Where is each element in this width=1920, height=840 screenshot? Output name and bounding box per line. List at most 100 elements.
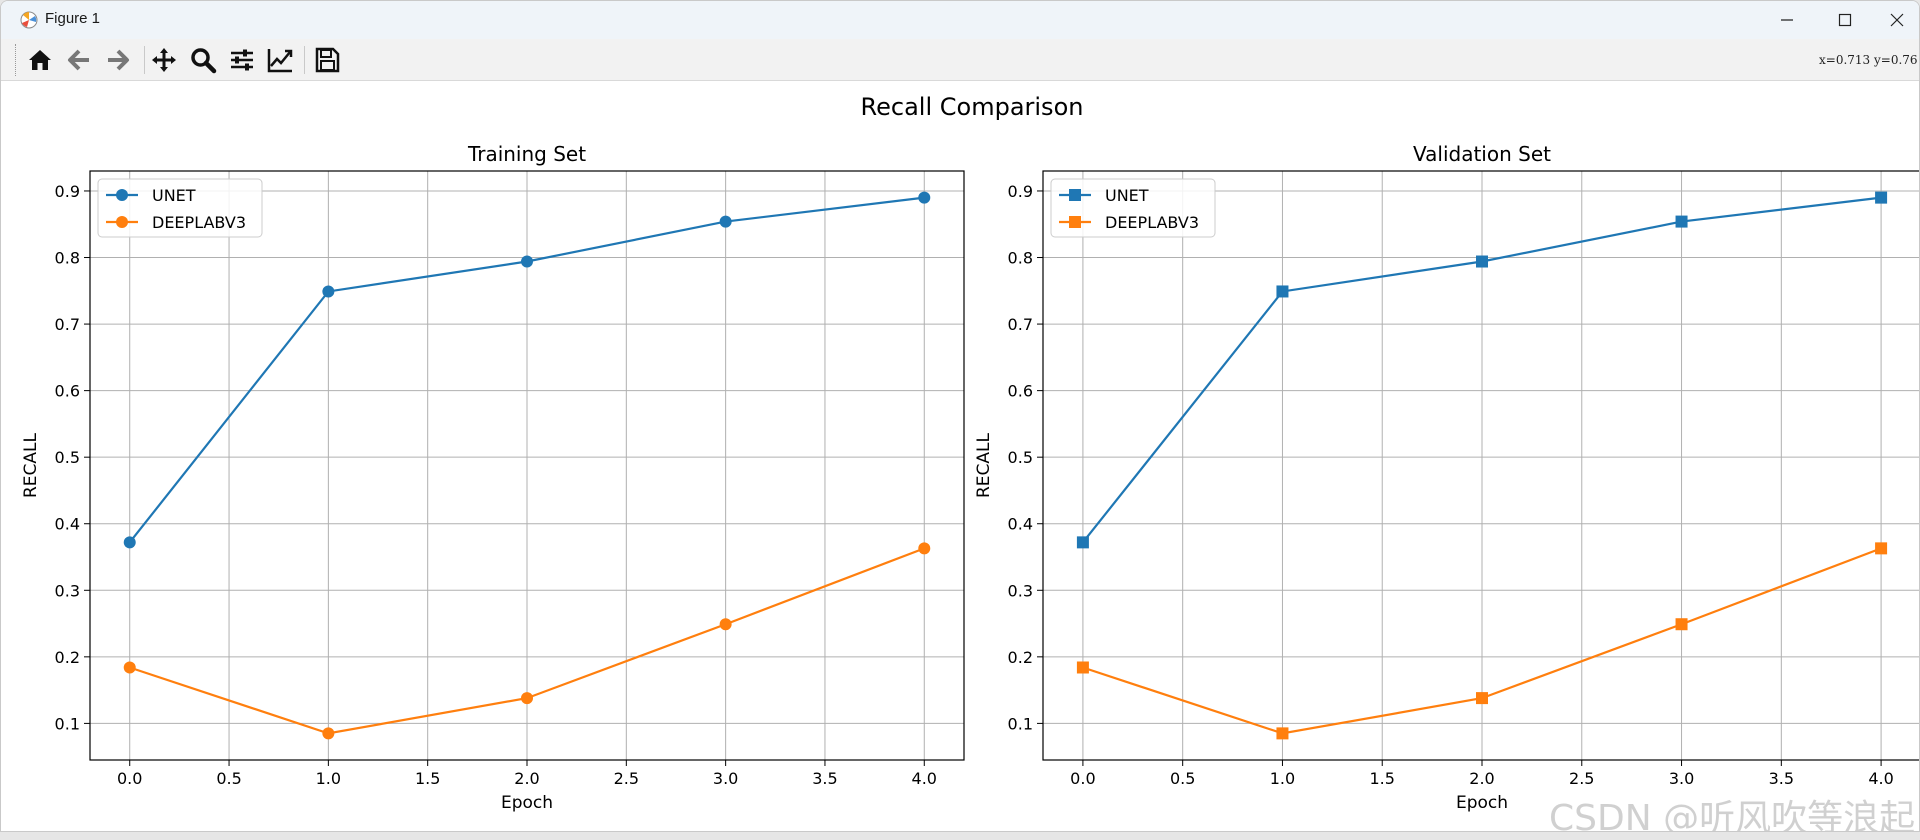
figure-plot-area: Recall Comparison 0.0 0.5 1.0 1.5 2.0 2.5 3.0 3… xyxy=(21,93,1919,813)
y-tick-label: 0.8 xyxy=(55,249,80,268)
title-bar[interactable]: Figure 1 xyxy=(1,1,1919,39)
training-set-axes: 0.0 0.5 1.0 1.5 2.0 2.5 3.0 3.5 4.0 0.1 0.2 0.3 0.4 0… xyxy=(21,142,965,813)
magnifier-icon xyxy=(191,48,217,74)
y-tick-label: 0.9 xyxy=(1008,182,1033,201)
y-axis-label: RECALL xyxy=(974,432,994,498)
data-point xyxy=(1076,536,1089,549)
x-tick-label: 2.0 xyxy=(514,769,539,788)
x-tick-label: 0.5 xyxy=(216,769,241,788)
data-point xyxy=(719,618,732,631)
y-tick-label: 0.5 xyxy=(1008,448,1033,467)
forward-button[interactable] xyxy=(101,44,135,76)
y-tick-label: 0.1 xyxy=(55,714,80,733)
home-icon xyxy=(29,50,51,70)
data-point xyxy=(1476,692,1488,705)
x-tick-label: 1.5 xyxy=(415,769,440,788)
data-point xyxy=(1076,661,1089,674)
cursor-coordinates: x=0.713 y=0.76 xyxy=(1819,53,1918,67)
x-tick-label: 1.0 xyxy=(1270,769,1295,788)
x-tick-label: 0.0 xyxy=(117,769,142,788)
csdn-watermark: CSDN @听风吹等浪起 xyxy=(1549,798,1916,832)
y-tick-label: 0.6 xyxy=(1008,382,1033,401)
legend-label: UNET xyxy=(1105,186,1149,205)
toolbar-separator xyxy=(304,46,305,74)
legend-label: UNET xyxy=(152,186,196,205)
line-chart-icon xyxy=(267,49,293,73)
x-tick-label: 3.5 xyxy=(1769,769,1794,788)
axes-frame xyxy=(89,170,965,761)
x-tick-label: 2.0 xyxy=(1469,769,1494,788)
minimize-button[interactable] xyxy=(1757,1,1817,39)
legend-marker xyxy=(116,189,128,201)
edit-axes-button[interactable] xyxy=(263,44,297,76)
arrow-left-icon xyxy=(68,49,89,71)
x-tick-label: 2.5 xyxy=(1569,769,1594,788)
data-point xyxy=(918,191,931,204)
legend-box xyxy=(97,178,263,238)
x-tick-label: 3.5 xyxy=(812,769,837,788)
y-tick-label: 0.4 xyxy=(1008,515,1033,534)
data-point xyxy=(1675,215,1688,228)
home-button[interactable] xyxy=(23,44,57,76)
x-tick-label: 4.0 xyxy=(912,769,937,788)
arrow-right-icon xyxy=(108,49,129,71)
y-tick-label: 0.3 xyxy=(1008,581,1033,600)
x-tick-label: 0.0 xyxy=(1070,769,1095,788)
legend-box xyxy=(1050,178,1216,238)
window-title: Figure 1 xyxy=(45,10,101,27)
close-icon xyxy=(1890,13,1904,27)
data-point xyxy=(123,661,136,674)
x-tick-label: 2.5 xyxy=(614,769,639,788)
y-tick-label: 0.9 xyxy=(55,182,80,201)
pan-button[interactable] xyxy=(147,44,181,76)
configure-subplots-button[interactable] xyxy=(225,44,259,76)
navigation-toolbar xyxy=(1,39,1919,81)
data-point xyxy=(1276,727,1289,740)
y-tick-label: 0.3 xyxy=(55,581,80,600)
maximize-button[interactable] xyxy=(1815,1,1875,39)
data-point xyxy=(1875,542,1888,555)
y-axis-label: RECALL xyxy=(21,432,41,498)
data-point xyxy=(918,542,931,555)
legend-label: DEEPLABV3 xyxy=(152,213,246,232)
x-tick-label: 4.0 xyxy=(1868,769,1893,788)
data-point xyxy=(521,692,533,705)
zoom-button[interactable] xyxy=(186,44,220,76)
data-point xyxy=(1675,618,1688,631)
x-tick-label: 0.5 xyxy=(1170,769,1195,788)
legend-marker xyxy=(1069,216,1081,228)
data-point xyxy=(322,727,335,740)
validation-set-axes: 0.0 0.5 1.0 1.5 2.0 2.5 3.0 3.5 4.0 0.1 0.2 0.3 0.4 0… xyxy=(974,142,1919,813)
data-point xyxy=(1875,191,1888,204)
close-button[interactable] xyxy=(1873,1,1919,39)
x-tick-label: 3.0 xyxy=(1669,769,1694,788)
data-point xyxy=(521,255,533,268)
move-icon xyxy=(152,48,176,72)
y-tick-label: 0.7 xyxy=(1008,315,1033,334)
axes-title: Training Set xyxy=(467,142,586,166)
sliders-icon xyxy=(231,49,253,71)
figure-suptitle: Recall Comparison xyxy=(861,93,1084,121)
floppy-disk-icon xyxy=(315,47,340,73)
legend-marker xyxy=(1069,189,1081,201)
legend-marker xyxy=(116,216,128,228)
back-button[interactable] xyxy=(62,44,96,76)
y-tick-label: 0.2 xyxy=(1008,648,1033,667)
minimize-icon xyxy=(1781,19,1793,21)
toolbar-grip xyxy=(15,44,17,76)
data-point xyxy=(322,285,335,298)
y-tick-label: 0.8 xyxy=(1008,249,1033,268)
y-tick-label: 0.5 xyxy=(55,448,80,467)
data-point xyxy=(123,536,136,549)
x-tick-label: 1.0 xyxy=(316,769,341,788)
y-tick-label: 0.1 xyxy=(1008,714,1033,733)
data-point xyxy=(1276,285,1289,298)
x-axis-label: Epoch xyxy=(1456,793,1508,813)
y-tick-label: 0.7 xyxy=(55,315,80,334)
y-tick-label: 0.4 xyxy=(55,515,80,534)
figure-canvas[interactable]: Recall Comparison 0.0 0.5 1.0 1.5 2.0 2.5 3.0 3… xyxy=(9,82,1919,831)
matplotlib-app-icon xyxy=(20,11,38,29)
axes-title: Validation Set xyxy=(1413,142,1551,166)
save-button[interactable] xyxy=(310,44,344,76)
